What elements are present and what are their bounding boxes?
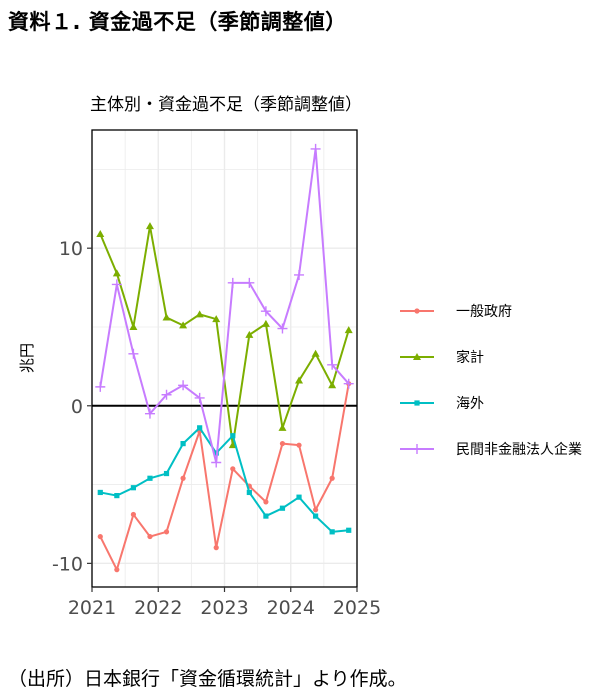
data-point — [263, 499, 269, 505]
source-note: （出所）日本銀行「資金循環統計」より作成。 — [8, 668, 407, 690]
y-axis-label: 兆円 — [18, 343, 36, 373]
data-point — [277, 323, 288, 334]
data-point — [128, 348, 139, 359]
x-tick-label: 2024 — [267, 597, 315, 619]
data-point — [95, 381, 106, 392]
data-point — [97, 533, 103, 540]
data-point — [245, 330, 254, 338]
data-point — [295, 376, 304, 384]
data-point — [328, 381, 337, 389]
series-line — [99, 383, 350, 573]
data-point — [213, 545, 219, 551]
data-point — [195, 310, 204, 318]
data-point — [194, 392, 205, 403]
legend-label: 家計 — [456, 349, 484, 366]
legend-item-2: 海外 — [400, 396, 484, 412]
data-point — [130, 485, 137, 491]
data-point — [343, 378, 354, 389]
chart-title: 主体別・資金過不足（季節調整値） — [90, 95, 362, 115]
data-point — [130, 511, 137, 518]
data-point — [294, 269, 305, 280]
legend-label: 一般政府 — [456, 304, 512, 320]
data-point — [114, 567, 120, 573]
x-tick-label: 2021 — [68, 597, 116, 619]
page-title: 資料１. 資金過不足（季節調整値） — [8, 10, 347, 34]
data-point — [329, 475, 335, 481]
data-point — [227, 277, 238, 288]
y-tick-label: -10 — [52, 553, 83, 575]
data-point — [112, 269, 121, 277]
data-point — [296, 494, 302, 500]
data-point — [244, 277, 255, 288]
chart: 主体別・資金過不足（季節調整値） -10 0 10 2021 2022 2023 2024… — [18, 95, 582, 619]
data-point — [162, 313, 171, 321]
data-point — [310, 143, 321, 154]
legend-key-marker — [413, 353, 421, 360]
legend-item-3: 民間非金融法人企業 — [400, 441, 582, 458]
data-point — [97, 489, 103, 496]
data-point — [147, 475, 153, 481]
data-point — [263, 513, 269, 519]
data-point — [161, 389, 172, 400]
series-line — [100, 426, 349, 533]
y-axis: -10 0 10 — [52, 238, 92, 575]
data-point — [279, 440, 286, 447]
x-tick-label: 2022 — [134, 597, 182, 619]
data-point — [114, 493, 120, 499]
legend-key-marker — [412, 444, 422, 454]
data-point — [278, 423, 287, 431]
legend-key-marker — [414, 308, 420, 314]
x-axis: 2021 2022 2023 2024 2025 — [68, 587, 381, 619]
data-point — [312, 513, 319, 519]
data-point — [327, 359, 338, 370]
data-point — [296, 442, 302, 448]
data-point — [144, 408, 155, 419]
series-layer — [95, 143, 354, 573]
data-point — [180, 475, 186, 481]
data-point — [230, 466, 236, 472]
series-0 — [97, 381, 352, 573]
data-point — [329, 529, 335, 535]
data-point — [147, 533, 153, 540]
data-point — [163, 470, 170, 477]
data-point — [211, 457, 222, 468]
data-point — [261, 319, 270, 327]
data-point — [145, 222, 154, 230]
data-point — [246, 489, 252, 496]
legend-label: 民間非金融法人企業 — [456, 441, 582, 458]
data-point — [230, 433, 236, 439]
data-point — [111, 279, 122, 290]
series-3 — [95, 143, 354, 468]
data-point — [279, 505, 286, 511]
data-point — [260, 306, 271, 317]
data-point — [344, 326, 353, 334]
x-tick-label: 2025 — [333, 597, 381, 619]
data-point — [129, 322, 138, 330]
data-point — [212, 315, 221, 323]
legend-item-0: 一般政府 — [400, 304, 512, 320]
data-point — [311, 349, 320, 357]
data-point — [178, 380, 189, 391]
data-point — [228, 441, 237, 449]
data-point — [197, 425, 203, 431]
legend-key-marker — [414, 400, 420, 406]
data-point — [179, 321, 188, 329]
y-tick-label: 10 — [59, 238, 83, 260]
legend-item-1: 家計 — [400, 349, 484, 366]
y-tick-label: 0 — [71, 396, 83, 418]
series-line — [99, 148, 350, 463]
x-tick-label: 2023 — [200, 597, 248, 619]
data-point — [180, 440, 186, 447]
legend-label: 海外 — [456, 396, 484, 412]
data-point — [346, 527, 352, 533]
data-point — [96, 230, 105, 238]
data-point — [163, 529, 170, 535]
data-point — [312, 507, 319, 513]
